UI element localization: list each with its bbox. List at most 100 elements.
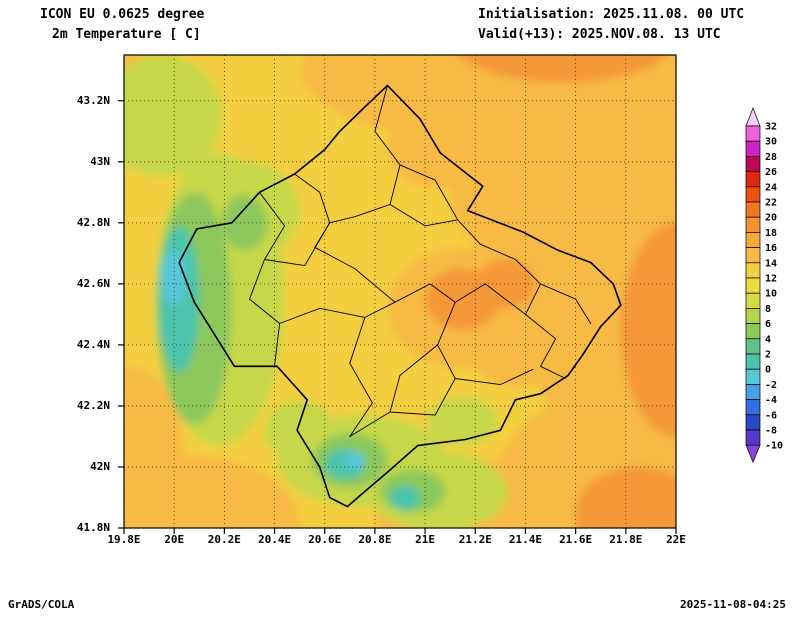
colorbar-label: 16 (765, 243, 777, 254)
municipality-border (389, 204, 481, 245)
lon-tick-label: 21.6E (559, 533, 593, 546)
lon-tick-label: 20.4E (257, 533, 292, 546)
lat-tick-label: 42N (90, 459, 110, 473)
temp-blob (427, 396, 498, 446)
lat-tick-label: 41.8N (76, 521, 110, 534)
lon-tick-label: 21.2E (458, 533, 492, 546)
colorbar-label: 8 (765, 304, 771, 315)
municipality-border (540, 283, 592, 324)
lat-tick-label: 43.2N (76, 93, 110, 107)
colorbar-segment (745, 277, 761, 294)
municipality-border (374, 85, 401, 205)
municipality-border (399, 164, 459, 221)
municipality-border (525, 313, 567, 379)
colorbar-segment (745, 186, 761, 203)
temp-blob (450, 116, 626, 269)
colorbar-segment (745, 384, 761, 400)
municipality-border (434, 301, 456, 416)
colorbar-label: -4 (765, 395, 777, 406)
lat-tick-label: 43N (90, 154, 110, 168)
temp-blob (344, 451, 365, 471)
temp-blob (264, 399, 335, 461)
lon-tick-label: 22E (666, 533, 686, 546)
temp-blob (387, 103, 488, 190)
colorbar-label: -6 (765, 410, 777, 421)
colorbar-label: 22 (765, 198, 777, 209)
temp-blob (475, 259, 536, 309)
model-title: ICON EU 0.0625 degree (40, 7, 205, 22)
municipality-border (249, 259, 281, 324)
lon-tick-label: 21.8E (609, 533, 643, 546)
colorbar-top-triangle (745, 107, 761, 127)
lon-tick-label: 20E (164, 533, 185, 546)
municipality-border (389, 344, 439, 413)
colorbar-label: 28 (765, 152, 777, 163)
colorbar-label: 4 (765, 334, 771, 345)
municipality-border (454, 368, 534, 386)
country-border (178, 84, 622, 508)
colorbar-segment (745, 171, 761, 188)
grads-credit: GrADS/COLA (8, 598, 75, 611)
municipality-border (479, 243, 541, 315)
colorbar-segment (745, 262, 761, 279)
colorbar-label: 6 (765, 319, 771, 330)
colorbar-bottom-triangle (745, 444, 761, 464)
temp-blob (575, 466, 676, 528)
colorbar-segment (745, 414, 761, 431)
colorbar-segment (745, 156, 761, 172)
municipality-border (349, 411, 436, 437)
parameter-title: 2m Temperature [ C] (52, 27, 201, 42)
temp-blob (457, 55, 669, 83)
colorbar-segment (745, 368, 761, 385)
municipality-border (264, 222, 331, 267)
colorbar-segment (745, 216, 761, 233)
plot-frame (123, 54, 677, 529)
colorbar-segment (745, 338, 761, 355)
creation-timestamp: 2025-11-08-04:25 (680, 598, 786, 611)
temp-blob (620, 222, 676, 437)
colorbar-segment (745, 353, 761, 370)
lat-tick-label: 42.8N (76, 215, 110, 229)
lon-tick-label: 20.6E (308, 533, 342, 546)
municipality-border (484, 283, 526, 315)
colorbar-label: 30 (765, 137, 777, 148)
colorbar-segment (745, 292, 761, 309)
colorbar-label: -10 (765, 441, 783, 452)
temp-blob (124, 366, 185, 528)
colorbar-segment (745, 323, 761, 340)
colorbar-segment (745, 140, 761, 157)
municipality-border (274, 323, 281, 367)
temp-blob (124, 55, 222, 177)
colorbar-label: 12 (765, 274, 777, 285)
colorbar-segment (745, 247, 761, 264)
colorbar-segment (745, 308, 761, 324)
colorbar-segment (745, 232, 761, 248)
colorbar-label: 20 (765, 213, 777, 224)
map-plot (118, 54, 677, 534)
temp-blob (389, 485, 421, 510)
colorbar-label: -2 (765, 380, 777, 391)
colorbar-label: 10 (765, 289, 777, 300)
valid-time: Valid(+13): 2025.NOV.08. 13 UTC (478, 27, 721, 42)
lat-tick-label: 42.2N (76, 398, 110, 412)
municipality-border (349, 316, 373, 437)
municipality-border (259, 191, 286, 260)
lat-tick-label: 42.4N (76, 337, 110, 351)
colorbar-label: -8 (765, 426, 777, 437)
municipality-border (279, 301, 396, 324)
lat-tick-label: 42.6N (76, 276, 110, 290)
colorbar-segment (745, 125, 761, 142)
colorbar-label: 24 (765, 182, 777, 193)
colorbar-label: 32 (765, 122, 777, 133)
colorbar-label: 0 (765, 365, 771, 376)
lon-tick-label: 21E (415, 533, 436, 546)
colorbar-label: 2 (765, 350, 771, 361)
temperature-field (124, 55, 676, 528)
colorbar-label: 26 (765, 167, 777, 178)
colorbar-label: 14 (765, 258, 777, 269)
municipality-border (314, 246, 396, 303)
colorbar-segment (745, 399, 761, 416)
lon-tick-label: 21.4E (508, 533, 543, 546)
colorbar-segment (745, 429, 761, 446)
initialisation-time: Initialisation: 2025.11.08. 00 UTC (478, 7, 745, 22)
